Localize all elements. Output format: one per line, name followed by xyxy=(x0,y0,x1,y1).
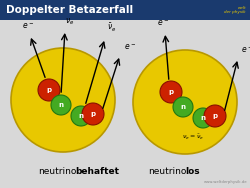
Text: p: p xyxy=(46,87,52,93)
Circle shape xyxy=(133,50,237,154)
Circle shape xyxy=(82,103,104,125)
Circle shape xyxy=(38,79,60,101)
Circle shape xyxy=(51,95,71,115)
FancyBboxPatch shape xyxy=(0,0,250,20)
Text: n: n xyxy=(78,113,84,119)
Circle shape xyxy=(11,48,115,152)
Text: n: n xyxy=(58,102,64,108)
Text: $e^-$: $e^-$ xyxy=(124,42,136,52)
Text: neutrino: neutrino xyxy=(148,168,186,177)
Text: p: p xyxy=(168,89,173,95)
Text: neutrino: neutrino xyxy=(38,168,76,177)
Text: n: n xyxy=(200,115,205,121)
Text: $e^-$: $e^-$ xyxy=(22,21,34,31)
Text: $\bar{\nu}_e$: $\bar{\nu}_e$ xyxy=(107,22,117,34)
Circle shape xyxy=(71,106,91,126)
Text: $\nu_e$: $\nu_e$ xyxy=(65,17,75,27)
Text: welt
der physik: welt der physik xyxy=(224,6,246,14)
Text: behaftet: behaftet xyxy=(75,168,119,177)
Circle shape xyxy=(193,108,213,128)
Text: p: p xyxy=(212,113,218,119)
Text: Doppelter Betazerfall: Doppelter Betazerfall xyxy=(6,5,133,15)
Circle shape xyxy=(160,81,182,103)
Text: www.weltderphysik.de: www.weltderphysik.de xyxy=(204,180,247,184)
Circle shape xyxy=(204,105,226,127)
Circle shape xyxy=(173,97,193,117)
Text: los: los xyxy=(185,168,200,177)
Text: n: n xyxy=(180,104,186,110)
Text: p: p xyxy=(90,111,96,117)
Text: $e^-$: $e^-$ xyxy=(241,45,250,55)
Text: $\nu_e{=}\bar{\nu}_e$: $\nu_e{=}\bar{\nu}_e$ xyxy=(182,133,204,142)
Text: $e^-$: $e^-$ xyxy=(157,18,169,28)
